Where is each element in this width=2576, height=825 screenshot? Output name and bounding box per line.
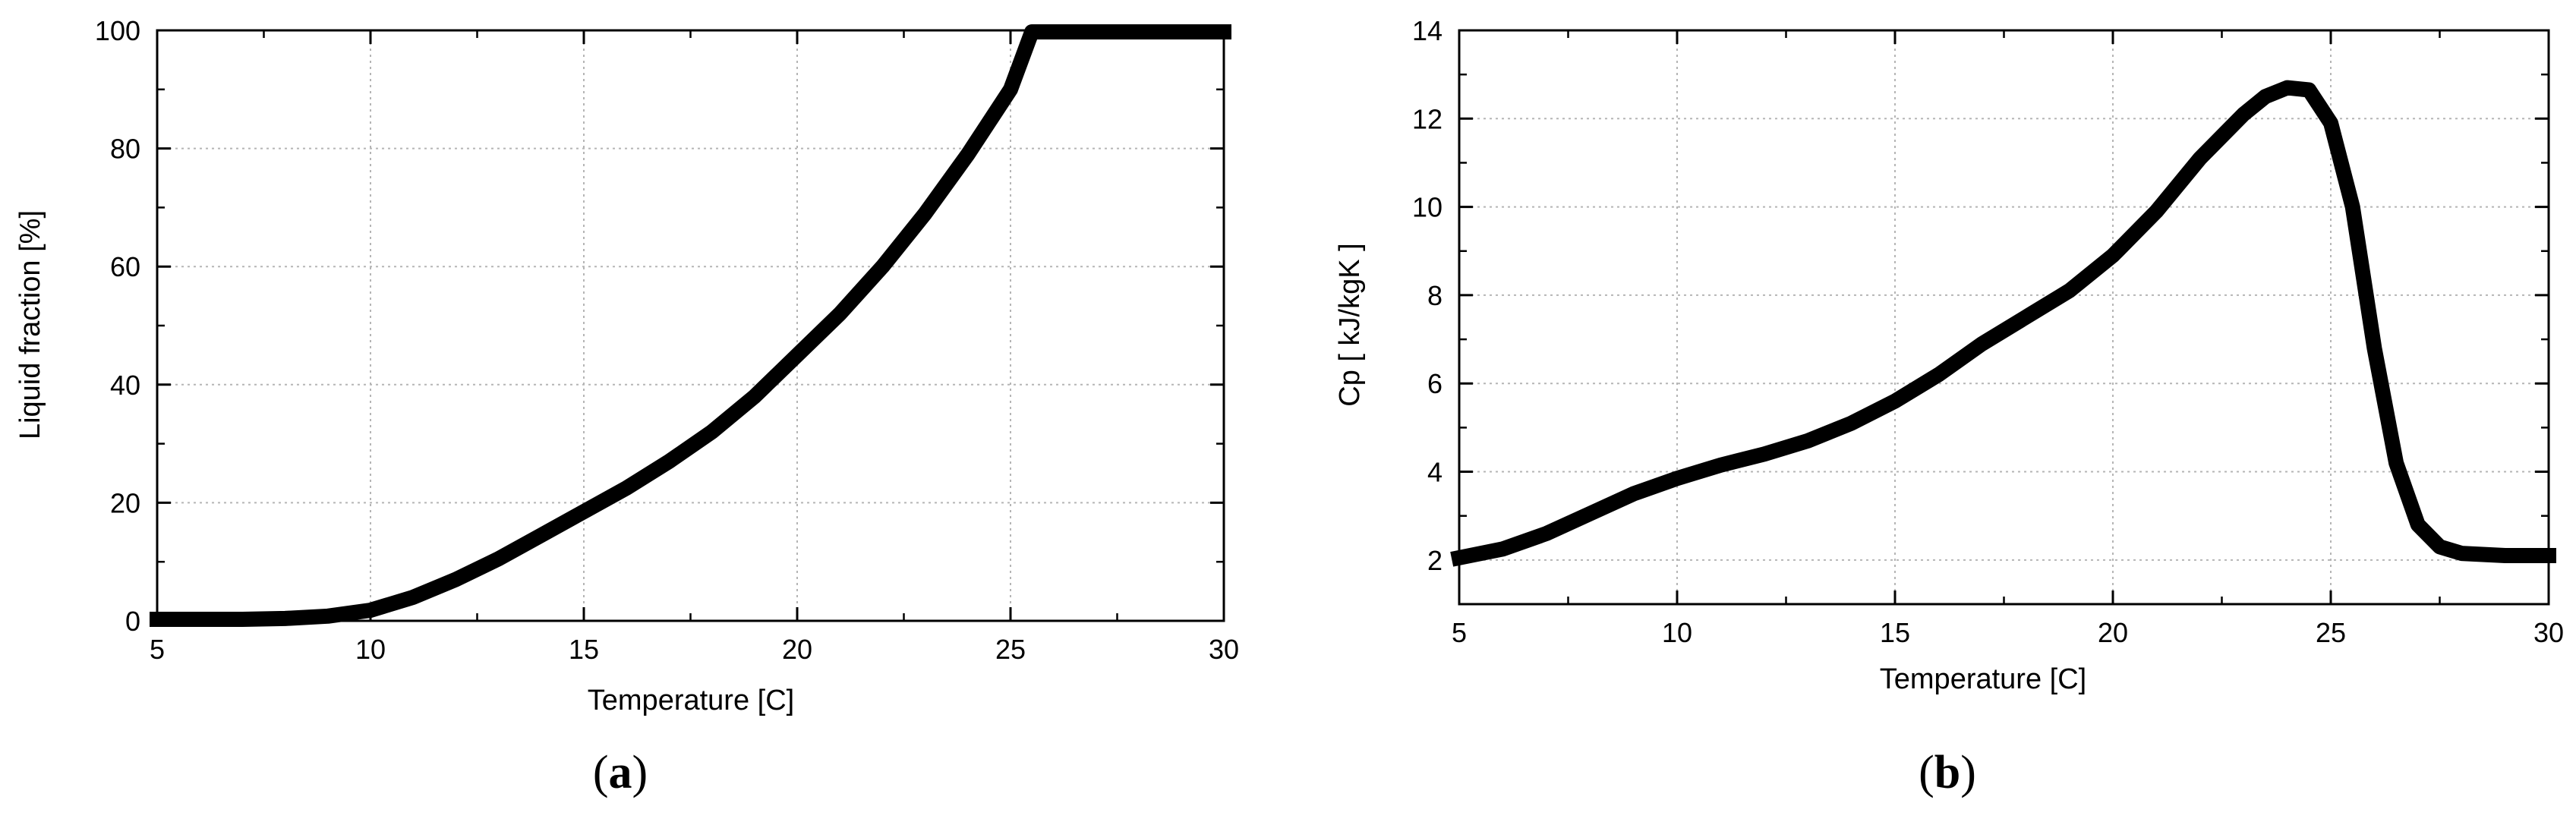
y-tick-label-b: 12 [1412,103,1442,134]
minor-ticks-a [157,30,1224,621]
y-tick-label-b: 6 [1427,368,1442,399]
series-line-a [150,24,1231,627]
grid-b [1459,30,2549,604]
x-tick-label-a: 5 [150,634,165,665]
x-tick-label-b: 20 [2098,617,2128,648]
y-tick-label-a: 100 [95,15,140,46]
panel-label-b-open: ( [1919,747,1934,798]
x-tick-label-b: 25 [2316,617,2346,648]
x-ticks-a: 5 10 15 20 25 30 [150,30,1239,665]
y-tick-label-b: 4 [1427,457,1442,488]
x-tick-label-a: 25 [995,634,1026,665]
y-ticks-a: 0 20 40 60 80 100 [95,15,1224,637]
x-axis-title-b: Temperature [C] [1880,663,2086,695]
x-ticks-b: 5 10 15 20 25 30 [1452,30,2564,648]
x-tick-label-a: 20 [782,634,812,665]
x-tick-label-a: 15 [569,634,599,665]
y-tick-label-a: 20 [110,487,140,518]
x-tick-label-b: 15 [1880,617,1910,648]
x-tick-label-b: 10 [1662,617,1692,648]
plot-frame-a [156,29,1225,622]
plot-frame-b [1458,29,2550,606]
x-tick-label-a: 10 [355,634,386,665]
y-tick-label-b: 2 [1427,545,1442,576]
panel-label-a-open: ( [593,747,609,798]
y-tick-label-a: 0 [125,606,140,637]
y-tick-label-a: 80 [110,134,140,165]
panel-label-a-close: ) [632,747,648,798]
x-tick-label-a: 30 [1209,634,1239,665]
y-tick-label-b: 8 [1427,280,1442,311]
series-line-b [1450,80,2556,567]
y-axis-title-b: Cp [ kJ/kgK ] [1334,243,1366,406]
y-tick-label-a: 40 [110,370,140,401]
panel-label-a: (a) [593,747,648,798]
grid-a [157,30,1224,621]
chart-panel-a: 5 10 15 20 25 30 0 20 40 60 80 100 Temperature [C]… [14,15,1239,798]
x-tick-label-b: 5 [1452,617,1467,648]
panel-label-a-letter: a [609,747,632,798]
y-tick-label-b: 14 [1412,15,1442,46]
x-axis-title-a: Temperature [C] [588,685,794,716]
y-tick-label-b: 10 [1412,192,1442,223]
panel-label-b-letter: b [1934,747,1960,798]
chart-panel-b: 5 10 15 20 25 30 2 4 6 8 10 12 14 Temperature [C] C… [1334,15,2564,798]
panel-label-b: (b) [1919,747,1976,798]
x-tick-label-b: 30 [2533,617,2564,648]
minor-ticks-b [1459,30,2549,604]
panel-label-b-close: ) [1960,747,1976,798]
y-tick-label-a: 60 [110,251,140,282]
y-axis-title-a: Liquid fraction [%] [14,210,46,439]
y-ticks-b: 2 4 6 8 10 12 14 [1412,15,2549,576]
